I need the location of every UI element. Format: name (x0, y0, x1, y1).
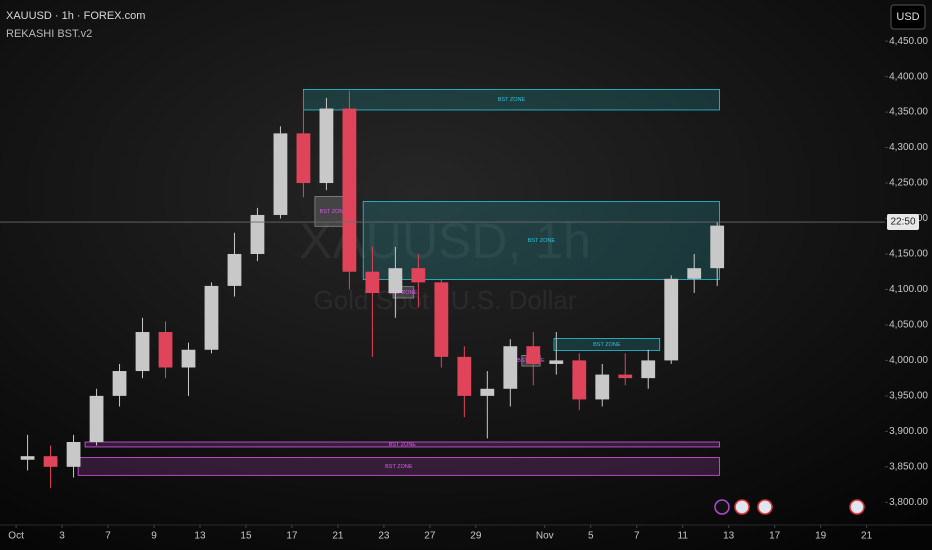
currency-box[interactable] (890, 4, 926, 30)
candle-body (687, 268, 702, 279)
candle-body (20, 456, 35, 460)
x-tick-label: 13 (194, 531, 206, 542)
price-tag (887, 214, 919, 231)
x-tick-label: 3 (59, 531, 65, 542)
y-tick-label: 3,800.00 (889, 497, 928, 508)
x-tick-label: 23 (378, 531, 390, 542)
chart-title: XAUUSD · 1h · FOREX.com (6, 10, 145, 22)
y-tick-label: 3,900.00 (889, 426, 928, 437)
x-tick-label: 15 (240, 531, 252, 542)
event-icon[interactable] (734, 499, 750, 515)
candle-body (227, 253, 242, 286)
x-tick-label: Oct (8, 531, 24, 542)
candle-body (296, 133, 311, 184)
x-tick-label: 17 (769, 531, 781, 542)
candle-body (618, 374, 633, 379)
event-icons (714, 499, 865, 515)
zone-label: BST ZONE (498, 97, 526, 103)
candle-body (66, 441, 81, 467)
x-tick-label: 21 (861, 531, 873, 542)
x-tick-label: 27 (424, 531, 436, 542)
x-tick-label: Nov (536, 531, 554, 542)
x-tick-label: 29 (470, 531, 482, 542)
y-tick-label: 4,150.00 (889, 249, 928, 260)
candle-body (250, 214, 265, 254)
candle-body (135, 332, 150, 372)
y-tick-label: 3,950.00 (889, 391, 928, 402)
candle-body (89, 395, 104, 442)
candle-body (549, 360, 564, 364)
candle-body (273, 133, 288, 215)
x-tick-label: 5 (588, 531, 594, 542)
candle-body (365, 271, 380, 294)
zone (553, 338, 661, 351)
x-tick-label: 11 (678, 531, 689, 542)
y-tick-label: 4,300.00 (889, 142, 928, 153)
y-tick-label: 4,250.00 (889, 178, 928, 189)
zone-label: BST ZONE (389, 442, 417, 448)
candle-body (181, 349, 196, 368)
price-tag-label: 22:50 (890, 217, 915, 228)
candle-body (480, 388, 495, 396)
candle-body (457, 356, 472, 396)
candle-body (503, 346, 518, 389)
candle-body (434, 282, 449, 357)
currency[interactable]: USD (896, 11, 919, 23)
zone-label: BST ZONE (593, 342, 621, 348)
event-icon[interactable] (757, 499, 773, 515)
candle-body (595, 374, 610, 400)
candle-body (388, 268, 403, 294)
x-tick-label: 7 (634, 531, 640, 542)
x-tick-label: 13 (723, 531, 735, 542)
event-icon[interactable] (714, 499, 730, 515)
y-tick-label: 4,450.00 (889, 36, 928, 47)
x-tick-label: 19 (815, 531, 827, 542)
candle-body (319, 108, 334, 184)
x-tick-label: 17 (286, 531, 298, 542)
candle-body (158, 332, 173, 368)
indicator-name: REKASHI BST.v2 (6, 28, 92, 40)
candle-body (641, 360, 656, 379)
zone-label: BST ZONE (390, 290, 418, 296)
x-tick-label: 21 (332, 531, 344, 542)
candle-body (572, 360, 587, 400)
x-tick-label: 9 (151, 531, 157, 542)
candle-body (112, 371, 127, 396)
candle-body (342, 108, 357, 272)
y-tick-label: 4,050.00 (889, 320, 928, 331)
plot-area: BST ZONE BST ZONE BST ZONE BST ZONE BST ZONE… (20, 88, 725, 489)
zone (84, 441, 720, 448)
candle-body (411, 268, 426, 283)
zone-label: BST ZONE (385, 464, 413, 470)
candle-body (710, 225, 725, 269)
zone-label: BST ZONE (320, 209, 348, 215)
y-tick-label: 4,100.00 (889, 284, 928, 295)
y-tick-label: 3,850.00 (889, 461, 928, 472)
event-icon[interactable] (849, 499, 865, 515)
y-tick-label: 4,000.00 (889, 355, 928, 366)
zone (362, 201, 720, 280)
candle-body (664, 278, 679, 361)
candle-body (526, 346, 541, 364)
y-tick-label: 4,400.00 (889, 71, 928, 82)
zone-label: BST ZONE (528, 238, 556, 244)
x-tick-label: 7 (105, 531, 111, 542)
candle-body (204, 285, 219, 350)
y-tick-label: 4,350.00 (889, 107, 928, 118)
candle-body (43, 456, 58, 467)
